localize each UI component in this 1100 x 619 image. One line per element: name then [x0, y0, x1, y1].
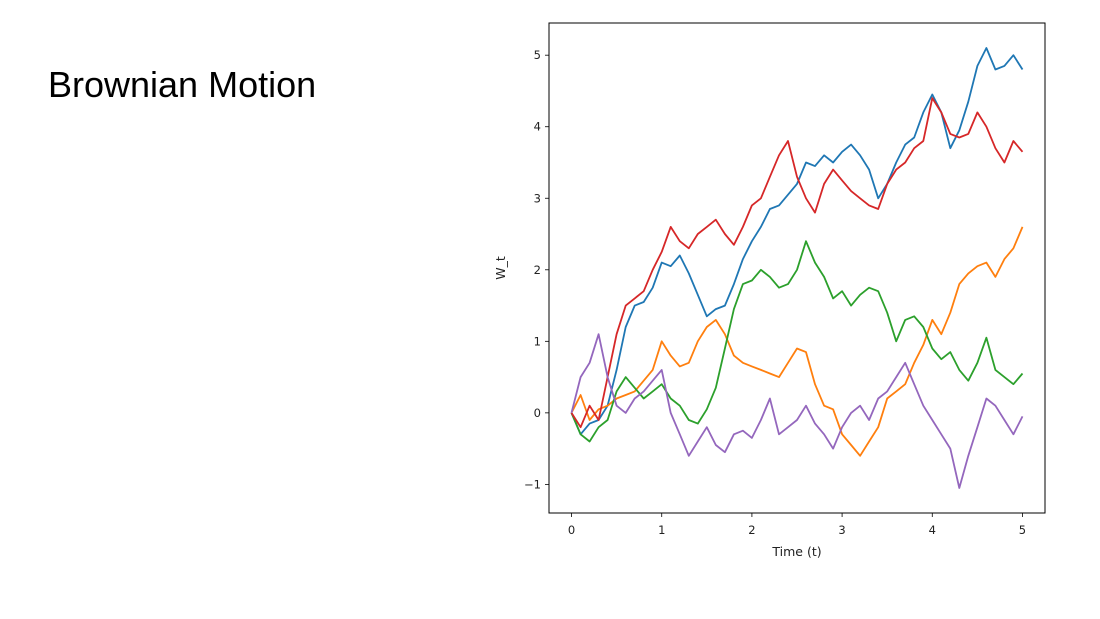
plot-frame: [548, 22, 1046, 514]
y-tick-label: 3: [534, 191, 541, 205]
series-line-1: [570, 47, 1024, 436]
series-line-3: [570, 240, 1024, 443]
y-tick-label: 5: [534, 48, 541, 62]
x-tick-label: 1: [658, 523, 665, 537]
x-tick-label: 0: [568, 523, 575, 537]
axis-layer: 0 1 2 3 4 5 −1 0 1 2 3 4 5: [524, 48, 1026, 537]
slide-title: Brownian Motion: [48, 64, 317, 105]
x-axis-label: Time (t): [771, 544, 821, 559]
series-layer: [570, 47, 1024, 489]
y-tick-label: 4: [534, 120, 541, 134]
series-line-4: [570, 97, 1024, 429]
x-tick-label: 2: [748, 523, 755, 537]
series-line-5: [570, 333, 1024, 489]
y-tick-label: 0: [534, 406, 541, 420]
y-tick-label: −1: [524, 477, 541, 491]
x-tick-label: 5: [1019, 523, 1026, 537]
x-tick-label: 3: [838, 523, 845, 537]
y-tick-label: 2: [534, 263, 541, 277]
y-axis-label: W_t: [493, 256, 508, 280]
x-tick-label: 4: [929, 523, 936, 537]
y-tick-label: 1: [534, 334, 541, 348]
series-line-2: [570, 226, 1024, 457]
